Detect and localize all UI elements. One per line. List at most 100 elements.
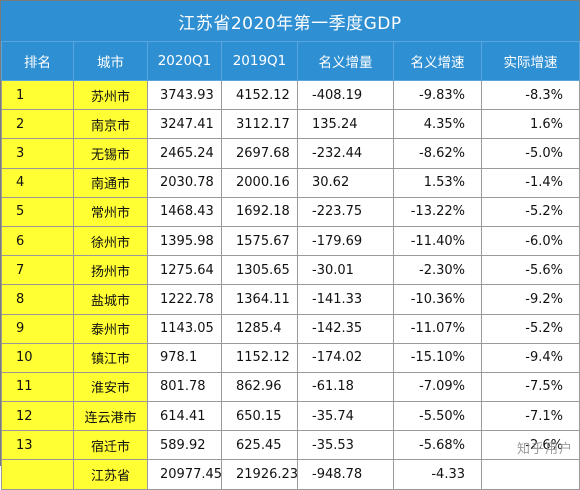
cell-real-rate: -5.2%: [481, 196, 580, 227]
header-rank: 排名: [1, 41, 74, 81]
cell-nominal-rate: -5.68%: [393, 430, 482, 461]
cell-rank: 13: [1, 430, 74, 461]
total-cell-nominal-increase: -948.78: [297, 459, 394, 490]
cell-2020q1: 3743.93: [147, 79, 222, 111]
cell-rank: 9: [1, 313, 74, 344]
cell-2019q1: 862.96: [221, 371, 298, 403]
cell-city: 南京市: [73, 109, 148, 140]
cell-city: 淮安市: [73, 371, 148, 403]
table-title: 江苏省2020年第一季度GDP: [1, 1, 579, 41]
cell-2019q1: 1305.65: [221, 255, 298, 286]
cell-real-rate: -5.6%: [481, 255, 580, 286]
total-row: 江苏省 20977.45 21926.23 -948.78 -4.33: [1, 459, 580, 490]
cell-rank: 1: [1, 79, 74, 111]
cell-nominal-rate: -13.22%: [393, 196, 482, 227]
header-row: 排名 城市 2020Q1 2019Q1 名义增量 名义增速 实际增速: [1, 41, 580, 81]
cell-2019q1: 4152.12: [221, 79, 298, 111]
cell-real-rate: -7.1%: [481, 401, 580, 432]
table-row: 7 扬州市 1275.64 1305.65 -30.01 -2.30% -5.6%: [1, 255, 580, 286]
cell-real-rate: -5.2%: [481, 313, 580, 344]
cell-nominal-rate: -2.30%: [393, 255, 482, 286]
table-row: 2 南京市 3247.41 3112.17 135.24 4.35% 1.6%: [1, 109, 580, 140]
total-cell-2019q1: 21926.23: [221, 459, 298, 490]
cell-2019q1: 1285.4: [221, 313, 298, 344]
cell-2020q1: 1275.64: [147, 255, 222, 286]
cell-nominal-increase: -35.74: [297, 401, 394, 432]
cell-2019q1: 3112.17: [221, 109, 298, 140]
cell-2019q1: 650.15: [221, 401, 298, 432]
header-2019q1: 2019Q1: [221, 41, 298, 81]
cell-rank: 7: [1, 255, 74, 286]
cell-rank: 10: [1, 342, 74, 373]
header-real-rate: 实际增速: [481, 41, 580, 81]
table-row: 3 无锡市 2465.24 2697.68 -232.44 -8.62% -5.0%: [1, 138, 580, 169]
cell-nominal-increase: -408.19: [297, 79, 394, 111]
table-row: 1 苏州市 3743.93 4152.12 -408.19 -9.83% -8.3%: [1, 79, 580, 111]
cell-nominal-rate: 4.35%: [393, 109, 482, 140]
total-cell-city: 江苏省: [73, 459, 148, 490]
cell-city: 徐州市: [73, 225, 148, 257]
cell-2020q1: 978.1: [147, 342, 222, 373]
cell-nominal-increase: -35.53: [297, 430, 394, 461]
cell-rank: 8: [1, 284, 74, 315]
table-row: 5 常州市 1468.43 1692.18 -223.75 -13.22% -5.2%: [1, 196, 580, 227]
cell-city: 镇江市: [73, 342, 148, 373]
header-city: 城市: [73, 41, 148, 81]
cell-nominal-increase: -30.01: [297, 255, 394, 286]
cell-real-rate: -2.6%: [481, 430, 580, 461]
cell-2020q1: 3247.41: [147, 109, 222, 140]
table-row: 8 盐城市 1222.78 1364.11 -141.33 -10.36% -9.2%: [1, 284, 580, 315]
watermark: 知乎用户: [516, 442, 573, 457]
cell-2020q1: 1395.98: [147, 225, 222, 257]
cell-2019q1: 1575.67: [221, 225, 298, 257]
cell-2020q1: 614.41: [147, 401, 222, 432]
total-cell-nominal-rate: -4.33: [393, 459, 482, 490]
cell-2019q1: 1364.11: [221, 284, 298, 315]
cell-nominal-increase: 135.24: [297, 109, 394, 140]
table-row: 9 泰州市 1143.05 1285.4 -142.35 -11.07% -5.2%: [1, 313, 580, 344]
table-row: 6 徐州市 1395.98 1575.67 -179.69 -11.40% -6.0%: [1, 225, 580, 257]
table-row: 11 淮安市 801.78 862.96 -61.18 -7.09% -7.5%: [1, 371, 580, 403]
cell-rank: 12: [1, 401, 74, 432]
cell-rank: 2: [1, 109, 74, 140]
header-2020q1: 2020Q1: [147, 41, 222, 81]
cell-2020q1: 2465.24: [147, 138, 222, 169]
cell-2020q1: 801.78: [147, 371, 222, 403]
cell-city: 泰州市: [73, 313, 148, 344]
cell-city: 南通市: [73, 167, 148, 198]
cell-nominal-increase: 30.62: [297, 167, 394, 198]
cell-rank: 11: [1, 371, 74, 403]
cell-nominal-increase: -223.75: [297, 196, 394, 227]
cell-nominal-rate: -5.50%: [393, 401, 482, 432]
cell-city: 苏州市: [73, 79, 148, 111]
cell-nominal-increase: -174.02: [297, 342, 394, 373]
cell-nominal-increase: -179.69: [297, 225, 394, 257]
cell-nominal-rate: -8.62%: [393, 138, 482, 169]
cell-real-rate: -1.4%: [481, 167, 580, 198]
cell-nominal-rate: -15.10%: [393, 342, 482, 373]
cell-2020q1: 2030.78: [147, 167, 222, 198]
cell-real-rate: 1.6%: [481, 109, 580, 140]
table-row: 4 南通市 2030.78 2000.16 30.62 1.53% -1.4%: [1, 167, 580, 198]
cell-2020q1: 589.92: [147, 430, 222, 461]
cell-real-rate: -9.2%: [481, 284, 580, 315]
cell-city: 常州市: [73, 196, 148, 227]
cell-rank: 6: [1, 225, 74, 257]
cell-nominal-rate: -7.09%: [393, 371, 482, 403]
cell-nominal-rate: -11.07%: [393, 313, 482, 344]
cell-nominal-increase: -142.35: [297, 313, 394, 344]
cell-2019q1: 2000.16: [221, 167, 298, 198]
cell-nominal-rate: -11.40%: [393, 225, 482, 257]
cell-city: 宿迁市: [73, 430, 148, 461]
cell-city: 盐城市: [73, 284, 148, 315]
cell-nominal-rate: 1.53%: [393, 167, 482, 198]
table-row: 12 连云港市 614.41 650.15 -35.74 -5.50% -7.1%: [1, 401, 580, 432]
cell-nominal-increase: -141.33: [297, 284, 394, 315]
cell-nominal-increase: -61.18: [297, 371, 394, 403]
gdp-table: 排名 城市 2020Q1 2019Q1 名义增量 名义增速 实际增速 1 苏州市 3…: [1, 41, 580, 490]
cell-rank: 4: [1, 167, 74, 198]
cell-2019q1: 2697.68: [221, 138, 298, 169]
cell-real-rate: -5.0%: [481, 138, 580, 169]
header-nominal-increase: 名义增量: [297, 41, 394, 81]
